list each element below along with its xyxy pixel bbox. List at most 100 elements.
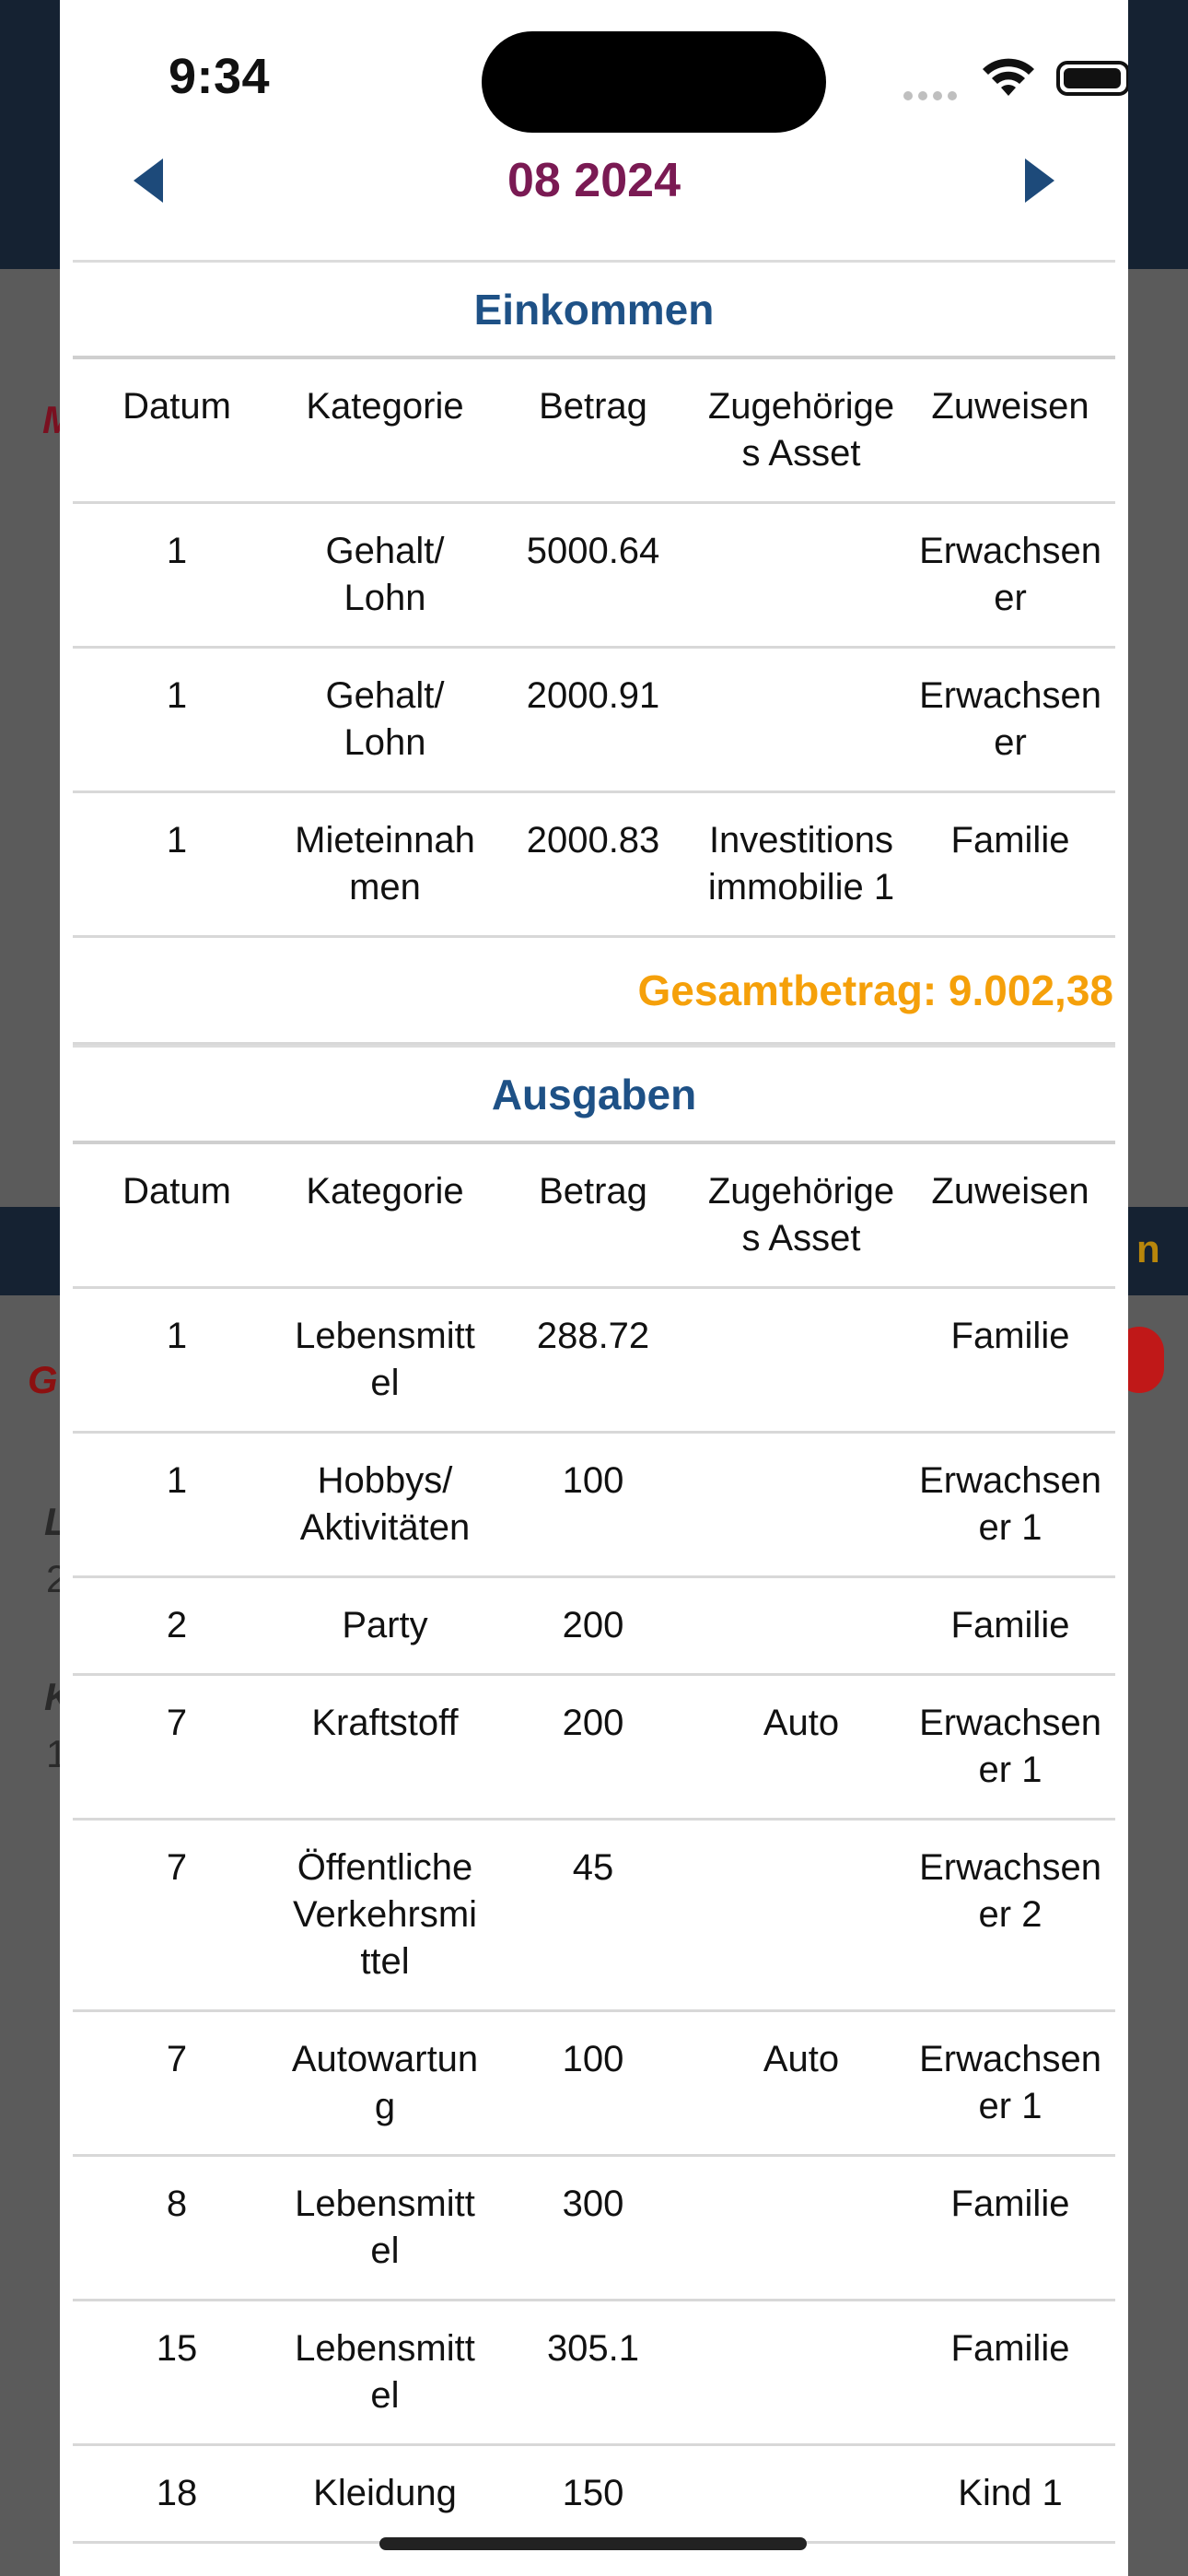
column-header-datum: Datum: [122, 386, 231, 427]
cell-datum: 8: [166, 2184, 188, 2224]
cell-datum: 7: [166, 1847, 188, 1888]
month-title: 08 2024: [507, 154, 681, 207]
expenses-table: Datum Kategorie Betrag Zugehörige s Asse…: [73, 1144, 1115, 2576]
cell-zuweisen: Kind 2: [905, 2543, 1115, 2576]
income-total: Gesamtbetrag: 9.002,38: [73, 938, 1115, 1045]
status-time: 9:34: [169, 49, 271, 104]
expense-row[interactable]: 15 Lebensmitt el 305.1 Familie: [73, 2301, 1115, 2445]
cell-asset: [697, 1577, 905, 1675]
next-month-arrow-icon[interactable]: [1025, 158, 1054, 203]
cell-kategorie: Gehalt/ Lohn: [325, 531, 445, 618]
column-header-kategorie: Kategorie: [306, 1171, 464, 1212]
cell-betrag: 100: [562, 2039, 624, 2079]
column-header-kategorie: Kategorie: [306, 386, 464, 427]
cell-datum: 15: [156, 2328, 198, 2369]
cell-datum: 1: [166, 1316, 188, 1356]
expense-row[interactable]: 18 Kleidung 150 Kind 1: [73, 2445, 1115, 2543]
expense-row[interactable]: 7 Kraftstoff 200 Auto Erwachsen er 1: [73, 1675, 1115, 1820]
cell-betrag: 5000.64: [526, 531, 660, 571]
cellular-signal-icon: [903, 88, 962, 105]
report-sheet: 9:34 08 2024 Einkommen Datum Kategorie B…: [60, 0, 1128, 2576]
cell-zuweisen: Erwachsen er 1: [919, 1460, 1101, 1548]
cell-datum: 7: [166, 2039, 188, 2079]
cell-kategorie: Geschenke: [281, 2543, 489, 2576]
expenses-header-row: Datum Kategorie Betrag Zugehörige s Asse…: [73, 1144, 1115, 1288]
home-indicator[interactable]: [379, 2537, 807, 2550]
previous-month-arrow-icon[interactable]: [134, 158, 163, 203]
cell-kategorie: Lebensmitt el: [295, 2328, 475, 2416]
cell-kategorie: Öffentliche Verkehrsmi ttel: [292, 1847, 478, 1982]
cell-asset: [697, 2301, 905, 2445]
column-header-betrag: Betrag: [539, 386, 647, 427]
cell-betrag: 200: [562, 1703, 624, 1743]
cell-betrag: 2000.83: [526, 820, 660, 861]
income-section-title: Einkommen: [73, 260, 1115, 359]
cell-asset: [697, 1288, 905, 1433]
column-header-asset: Zugehörige s Asset: [707, 1171, 895, 1259]
income-row[interactable]: 1 Mieteinnah men 2000.83 Investitions im…: [73, 792, 1115, 937]
cell-asset: Auto: [763, 2039, 840, 2079]
column-header-datum: Datum: [122, 1171, 231, 1212]
expense-row[interactable]: 1 Hobbys/ Aktivitäten 100 Erwachsen er 1: [73, 1433, 1115, 1577]
income-table: Datum Kategorie Betrag Zugehörige s Asse…: [73, 359, 1115, 938]
cell-asset: [697, 1820, 905, 2011]
cell-kategorie: Kraftstoff: [311, 1703, 459, 1743]
background-fragment: n: [1136, 1227, 1160, 1270]
cell-kategorie: Kleidung: [313, 2473, 457, 2513]
cell-betrag: 288.72: [536, 1316, 650, 1356]
month-navigation: 08 2024: [60, 138, 1128, 221]
cell-kategorie: Mieteinnah men: [295, 820, 475, 907]
cell-datum: 7: [166, 1703, 188, 1743]
cell-zuweisen: Familie: [950, 820, 1070, 861]
cell-zuweisen: Kind 1: [958, 2473, 1063, 2513]
cell-kategorie: Autowartun g: [291, 2039, 479, 2126]
expense-row[interactable]: 8 Lebensmitt el 300 Familie: [73, 2156, 1115, 2301]
cell-betrag: 150: [562, 2473, 624, 2513]
cell-zuweisen: Familie: [950, 1605, 1070, 1645]
cell-asset: [697, 2156, 905, 2301]
cell-zuweisen: Familie: [950, 2184, 1070, 2224]
cell-datum: 1: [166, 675, 188, 716]
background-fragment: G: [28, 1358, 58, 1401]
column-header-asset: Zugehörige s Asset: [707, 386, 895, 474]
cell-datum: 2: [166, 1605, 188, 1645]
cell-datum: 18: [73, 2543, 281, 2576]
cell-asset: [697, 2445, 905, 2543]
expense-row[interactable]: 1 Lebensmitt el 288.72 Familie: [73, 1288, 1115, 1433]
cell-datum: 1: [166, 1460, 188, 1501]
expense-row[interactable]: 7 Öffentliche Verkehrsmi ttel 45 Erwachs…: [73, 1820, 1115, 2011]
column-header-zuweisen: Zuweisen: [931, 1171, 1089, 1212]
cell-kategorie: Lebensmitt el: [295, 2184, 475, 2271]
income-row[interactable]: 1 Gehalt/ Lohn 5000.64 Erwachsen er: [73, 503, 1115, 648]
cell-betrag: 300: [562, 2184, 624, 2224]
cell-zuweisen: Erwachsen er 1: [919, 2039, 1101, 2126]
cell-kategorie: Party: [342, 1605, 428, 1645]
income-row[interactable]: 1 Gehalt/ Lohn 2000.91 Erwachsen er: [73, 648, 1115, 792]
dynamic-island: [482, 31, 826, 133]
cell-zuweisen: Familie: [950, 1316, 1070, 1356]
cell-betrag: 200: [562, 1605, 624, 1645]
column-header-betrag: Betrag: [539, 1171, 647, 1212]
cell-kategorie: Gehalt/ Lohn: [325, 675, 445, 763]
expense-row[interactable]: 18 Geschenke 50 Kind 2: [73, 2543, 1115, 2576]
report-content: Einkommen Datum Kategorie Betrag Zugehör…: [73, 260, 1115, 2576]
cell-betrag: 305.1: [546, 2328, 640, 2369]
cell-betrag: 45: [572, 1847, 614, 1888]
expense-row[interactable]: 7 Autowartun g 100 Auto Erwachsen er 1: [73, 2011, 1115, 2156]
cell-kategorie: Lebensmitt el: [295, 1316, 475, 1403]
cell-betrag: 2000.91: [526, 675, 660, 716]
cell-zuweisen: Erwachsen er: [919, 531, 1101, 618]
cell-asset: Auto: [763, 1703, 840, 1743]
cell-zuweisen: Familie: [950, 2328, 1070, 2369]
cell-datum: 1: [166, 531, 188, 571]
cell-asset: [697, 503, 905, 648]
cell-betrag: 100: [562, 1460, 624, 1501]
cell-datum: 1: [166, 820, 188, 861]
expense-row[interactable]: 2 Party 200 Familie: [73, 1577, 1115, 1675]
cell-asset: Investitions immobilie 1: [707, 820, 895, 907]
expenses-section-title: Ausgaben: [73, 1045, 1115, 1144]
cell-asset: [697, 1433, 905, 1577]
wifi-icon: [981, 57, 1036, 102]
cell-asset: [697, 648, 905, 792]
cell-betrag: 50: [489, 2543, 697, 2576]
